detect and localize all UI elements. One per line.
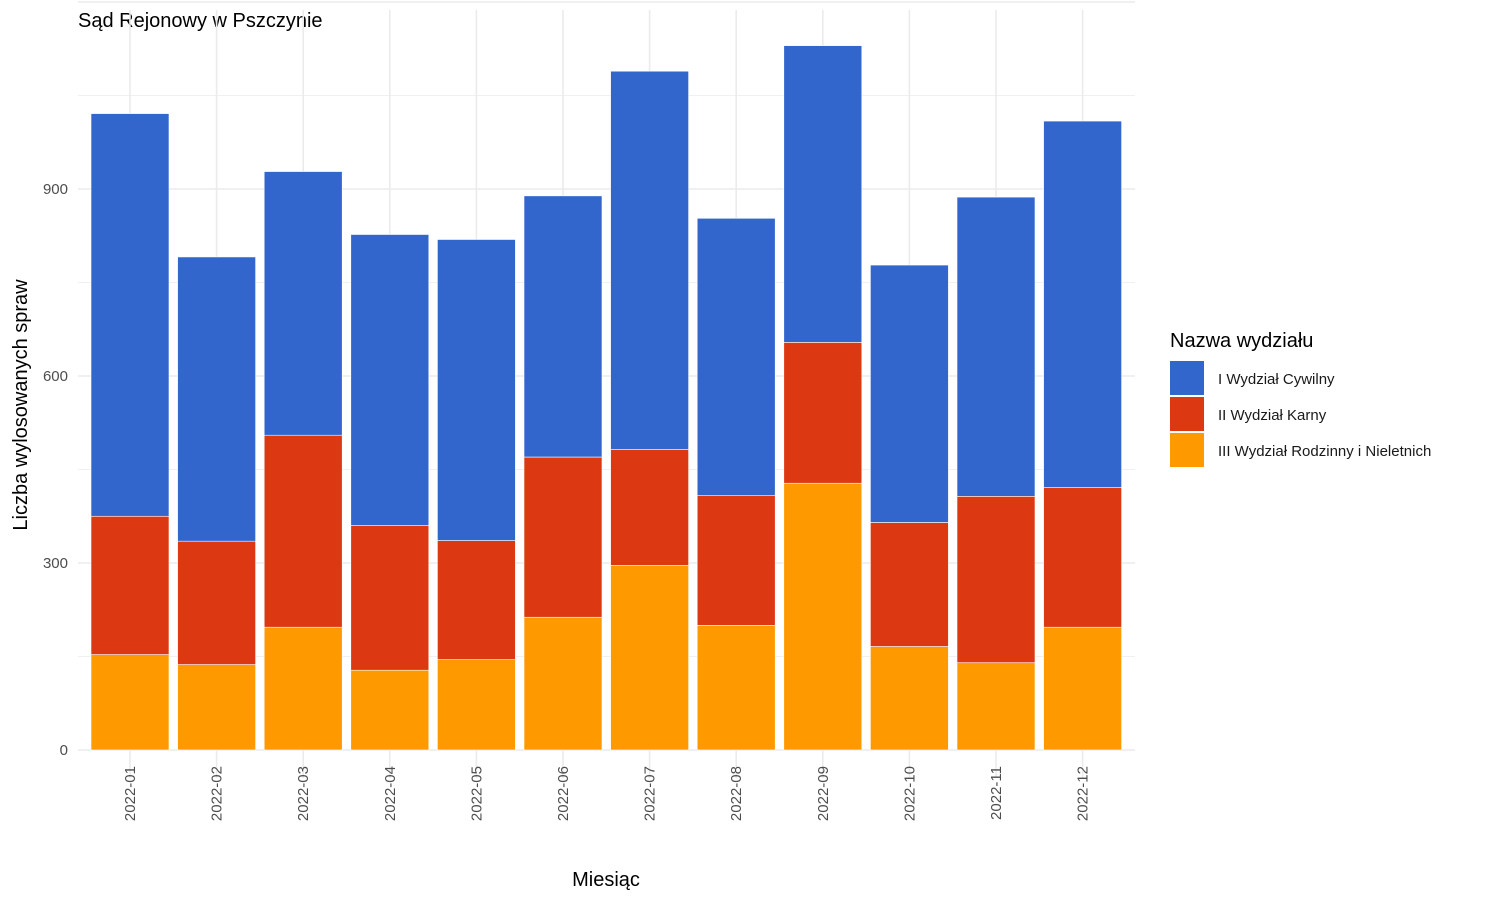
bar-segment-2022-07-series-2: [610, 449, 689, 566]
bar-segment-2022-08-series-2: [696, 495, 776, 626]
bar-segment-2022-12-series-1: [1043, 626, 1122, 751]
bar-segment-2022-06-series-1: [523, 616, 603, 751]
legend-swatch: [1170, 361, 1204, 395]
x-tick-label: 2022-04: [382, 766, 399, 821]
bar-segment-2022-04-series-3: [350, 234, 430, 526]
bar-segment-2022-04-series-1: [350, 669, 430, 751]
x-tick-label: 2022-08: [728, 766, 745, 821]
x-tick-label: 2022-11: [988, 766, 1005, 820]
chart-title: Sąd Rejonowy w Pszczynie: [78, 10, 323, 32]
legend-label: III Wydział Rodzinny i Nieletnich: [1218, 443, 1431, 460]
bar-segment-2022-09-series-2: [783, 342, 863, 484]
y-axis-title: Liczba wylosowanych spraw: [10, 279, 32, 531]
bar-segment-2022-06-series-2: [523, 456, 603, 618]
y-tick-label: 0: [60, 742, 68, 759]
bar-segment-2022-10-series-3: [870, 264, 949, 523]
x-tick-label: 2022-05: [468, 766, 485, 821]
x-tick-label: 2022-07: [642, 766, 659, 821]
x-tick-label: 2022-10: [901, 766, 918, 821]
bar-segment-2022-02-series-3: [177, 256, 256, 542]
bar-segment-2022-11-series-2: [956, 496, 1036, 664]
bar-segment-2022-01-series-2: [90, 515, 170, 655]
bar-segment-2022-07-series-3: [610, 70, 689, 450]
x-axis-title: Miesiąc: [572, 869, 640, 891]
x-tick-label: 2022-01: [122, 766, 139, 821]
bar-segment-2022-03-series-3: [263, 171, 343, 436]
y-tick-label: 900: [43, 181, 68, 198]
bar-segment-2022-08-series-3: [696, 217, 776, 496]
bar-segment-2022-09-series-1: [783, 482, 863, 751]
bar-segment-2022-09-series-3: [783, 45, 863, 343]
x-tick-label: 2022-03: [295, 766, 312, 821]
y-tick-label: 300: [43, 555, 68, 572]
bar-segment-2022-01-series-3: [90, 113, 170, 517]
bar-segment-2022-12-series-2: [1043, 487, 1122, 628]
bar-segment-2022-02-series-2: [177, 540, 256, 665]
legend-label: II Wydział Karny: [1218, 407, 1327, 424]
bar-segment-2022-10-series-1: [870, 646, 949, 751]
bar-segment-2022-05-series-3: [437, 239, 516, 541]
bar-segment-2022-07-series-1: [610, 565, 689, 751]
legend: Nazwa wydziału I Wydział Cywilny II Wydzi…: [1170, 330, 1431, 467]
bar-segment-2022-11-series-1: [956, 662, 1036, 751]
legend-title: Nazwa wydziału: [1170, 330, 1313, 352]
bar-segment-2022-02-series-1: [177, 664, 256, 751]
bars: [90, 45, 1122, 751]
legend-swatch: [1170, 433, 1204, 467]
bar-segment-2022-03-series-2: [263, 434, 343, 628]
legend-label: I Wydział Cywilny: [1218, 371, 1335, 388]
x-axis-ticks: 2022-01 2022-02 2022-03 2022-04 2022-05 2022-…: [122, 766, 1092, 821]
bar-segment-2022-12-series-3: [1043, 120, 1122, 488]
bar-segment-2022-10-series-2: [870, 522, 949, 647]
x-tick-label: 2022-12: [1075, 766, 1092, 821]
x-tick-label: 2022-06: [555, 766, 572, 821]
bar-segment-2022-08-series-1: [696, 625, 776, 751]
x-tick-label: 2022-02: [209, 766, 226, 821]
legend-swatch: [1170, 397, 1204, 431]
bar-segment-2022-06-series-3: [523, 195, 603, 458]
bar-segment-2022-05-series-2: [437, 540, 516, 660]
bar-segment-2022-04-series-2: [350, 525, 430, 671]
bar-segment-2022-05-series-1: [437, 659, 516, 751]
y-tick-label: 600: [43, 368, 68, 385]
bar-segment-2022-11-series-3: [956, 196, 1036, 497]
y-axis-ticks: 0 300 600 900: [43, 181, 68, 759]
bar-segment-2022-01-series-1: [90, 654, 170, 751]
x-tick-label: 2022-09: [815, 766, 832, 821]
bar-segment-2022-03-series-1: [263, 626, 343, 751]
